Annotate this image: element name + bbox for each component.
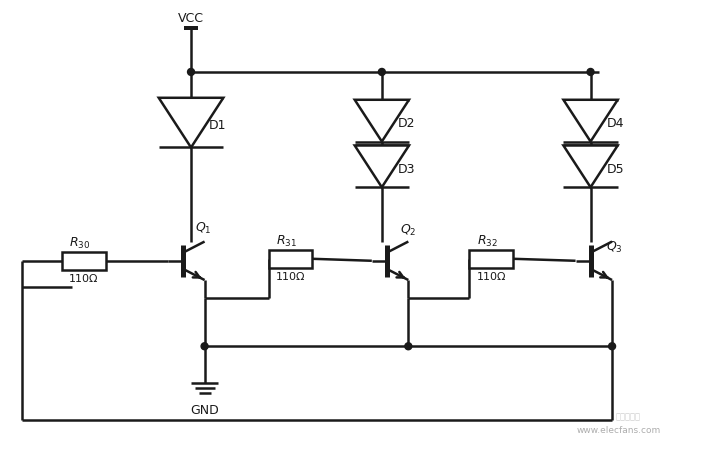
Text: GND: GND [190, 403, 219, 416]
Text: 110Ω: 110Ω [476, 271, 506, 281]
Text: D3: D3 [398, 162, 415, 175]
Polygon shape [355, 146, 409, 188]
Bar [469, 250, 513, 268]
Bar [61, 252, 106, 270]
Text: $Q_1$: $Q_1$ [195, 221, 212, 235]
Text: 110Ω: 110Ω [69, 273, 99, 283]
Polygon shape [563, 101, 618, 142]
Polygon shape [563, 146, 618, 188]
Circle shape [378, 69, 385, 76]
Text: www.elecfans.com: www.elecfans.com [576, 425, 661, 434]
Circle shape [201, 343, 208, 350]
Text: $R_{32}$: $R_{32}$ [477, 233, 498, 249]
Circle shape [608, 343, 616, 350]
Text: D4: D4 [606, 117, 624, 130]
Text: D2: D2 [398, 117, 415, 130]
Text: VCC: VCC [178, 12, 204, 25]
Polygon shape [159, 99, 223, 148]
Text: $Q_2$: $Q_2$ [400, 222, 416, 237]
Circle shape [587, 69, 594, 76]
Circle shape [187, 69, 194, 76]
Text: 110Ω: 110Ω [276, 271, 305, 281]
Polygon shape [355, 101, 409, 142]
Text: D5: D5 [606, 162, 624, 175]
Text: $R_{30}$: $R_{30}$ [69, 235, 90, 250]
Text: 电子发烧友: 电子发烧友 [616, 411, 641, 420]
Circle shape [405, 343, 412, 350]
Text: $R_{31}$: $R_{31}$ [276, 233, 297, 249]
Text: D1: D1 [209, 119, 227, 132]
Text: $Q_3$: $Q_3$ [606, 240, 623, 255]
Bar [269, 250, 312, 268]
